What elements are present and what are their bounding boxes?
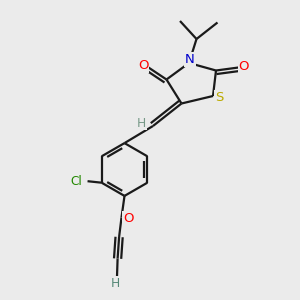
Text: S: S [215,91,224,104]
Text: H: H [111,277,120,290]
Text: O: O [239,60,249,74]
Text: O: O [138,58,148,72]
Text: O: O [123,212,134,226]
Text: N: N [185,53,194,66]
Text: Cl: Cl [70,175,82,188]
Text: H: H [137,116,146,130]
